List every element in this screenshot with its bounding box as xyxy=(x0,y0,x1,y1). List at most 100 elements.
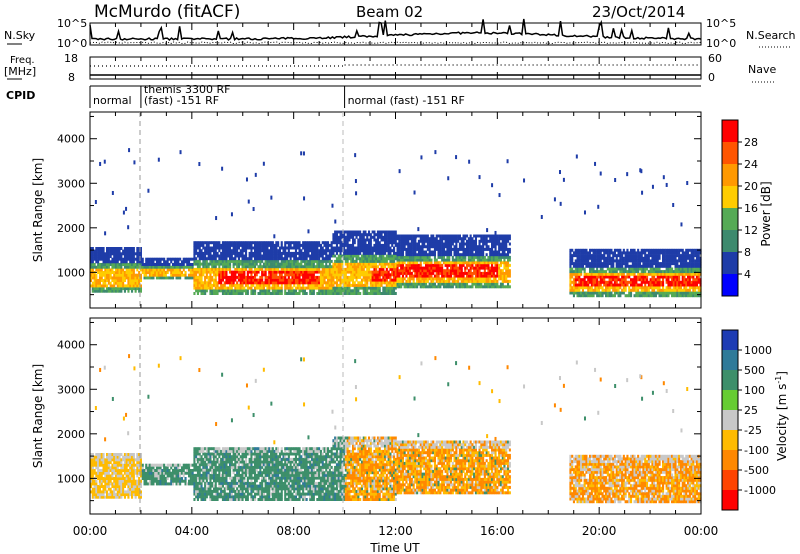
power-cell xyxy=(220,283,223,287)
power-cell xyxy=(223,267,226,271)
power-cell xyxy=(672,254,675,258)
power-cell xyxy=(225,275,228,279)
power-cell xyxy=(687,262,690,266)
power-cell xyxy=(482,250,485,254)
power-cell xyxy=(665,251,668,255)
power-cell xyxy=(314,241,317,245)
power-cell xyxy=(170,260,173,264)
power-cell xyxy=(578,291,581,295)
power-cell xyxy=(435,245,438,249)
power-cell xyxy=(163,260,166,264)
power-cell xyxy=(195,286,198,290)
power-cell xyxy=(344,286,347,290)
power-cell xyxy=(466,271,469,275)
power-cell xyxy=(647,270,650,274)
power-cell xyxy=(681,254,684,258)
power-cell xyxy=(211,289,214,293)
power-cell xyxy=(426,239,429,243)
power-cell xyxy=(127,265,130,269)
power-cell xyxy=(649,248,652,252)
power-cell xyxy=(298,275,301,279)
power-cell xyxy=(353,265,356,269)
power-cell xyxy=(339,249,342,253)
power-cell xyxy=(492,250,495,254)
power-cell xyxy=(368,273,371,277)
power-cell xyxy=(446,277,449,281)
power-cell xyxy=(341,249,344,253)
power-cell xyxy=(669,275,672,279)
power-cell xyxy=(236,243,239,247)
power-cell xyxy=(405,255,408,259)
power-cell xyxy=(451,234,454,238)
power-cell xyxy=(637,275,640,279)
power-cell xyxy=(278,265,281,269)
power-cell xyxy=(647,254,650,258)
power-cell xyxy=(430,237,433,241)
power-cell xyxy=(421,271,424,275)
power-cell xyxy=(387,233,390,237)
power-cell xyxy=(621,291,624,295)
power-cell xyxy=(450,274,453,278)
power-cell xyxy=(508,247,511,251)
power-cell xyxy=(152,257,155,261)
power-cell xyxy=(116,284,119,288)
power-cell xyxy=(583,259,586,263)
power-cell xyxy=(387,283,390,287)
power-cell xyxy=(268,273,271,277)
power-cell xyxy=(189,273,192,277)
power-cell xyxy=(576,275,579,279)
power-cell xyxy=(385,292,388,295)
power-cell xyxy=(624,270,627,274)
power-cell xyxy=(622,275,625,279)
power-cell xyxy=(273,292,276,295)
power-cell xyxy=(603,272,606,276)
power-cell xyxy=(125,249,128,253)
power-cell xyxy=(457,258,460,262)
power-cell xyxy=(368,286,371,290)
power-cell xyxy=(487,245,490,249)
power-cell xyxy=(637,283,640,287)
power-cell xyxy=(453,263,456,267)
power-cell xyxy=(359,262,362,266)
power-cell xyxy=(681,251,684,255)
power-cell xyxy=(433,245,436,249)
power-cell xyxy=(685,291,688,295)
power-cell xyxy=(646,264,649,268)
power-cell xyxy=(332,254,335,258)
power-cell xyxy=(378,273,381,277)
power-cell xyxy=(398,247,401,251)
power-cell xyxy=(458,245,461,249)
power-cell xyxy=(621,259,624,263)
power-cell xyxy=(373,230,376,234)
power-cell xyxy=(606,259,609,263)
power-cell xyxy=(221,246,224,250)
power-cell xyxy=(613,270,616,274)
power-cell xyxy=(435,261,438,265)
power-cell xyxy=(334,241,337,245)
power-cell xyxy=(262,251,265,255)
power-cell xyxy=(426,274,429,278)
power-cell xyxy=(489,234,492,238)
power-cell xyxy=(150,273,153,277)
power-cell xyxy=(221,289,224,293)
power-cell xyxy=(166,271,169,274)
power-cell xyxy=(211,262,214,266)
power-cell xyxy=(202,246,205,250)
power-cell xyxy=(580,278,583,282)
power-cell xyxy=(330,241,333,245)
power-cell xyxy=(599,272,602,276)
power-cell xyxy=(207,246,210,250)
power-cell xyxy=(466,263,469,267)
power-cell xyxy=(312,273,315,277)
power-cell xyxy=(321,249,324,253)
power-cell xyxy=(97,268,100,272)
power-cell xyxy=(421,250,424,254)
power-cell xyxy=(414,245,417,249)
power-cell xyxy=(216,262,219,266)
power-cell xyxy=(426,258,429,262)
power-cell xyxy=(597,264,600,268)
power-cell xyxy=(98,249,101,253)
power-cell xyxy=(656,262,659,266)
power-cell xyxy=(330,259,333,263)
power-cell xyxy=(421,266,424,270)
